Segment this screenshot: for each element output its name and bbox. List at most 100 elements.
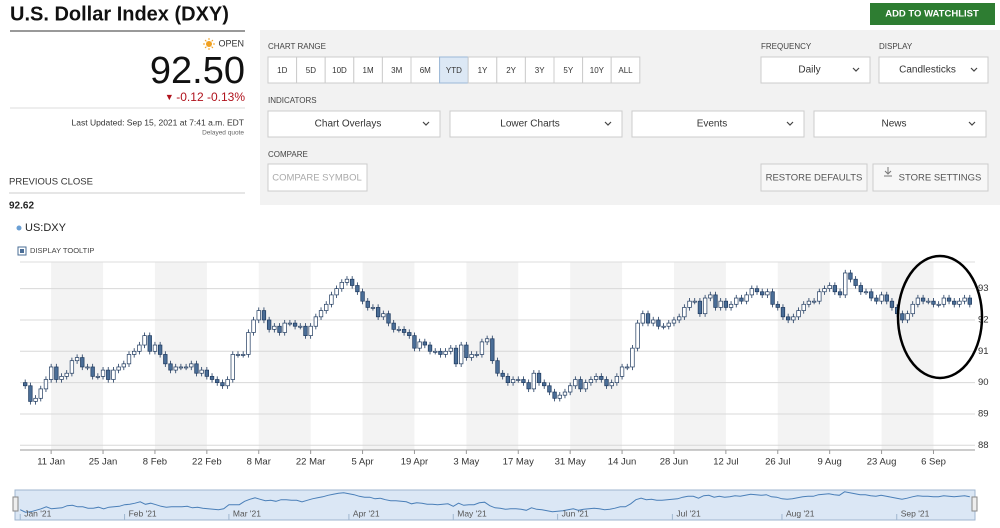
- candle-body: [344, 278, 350, 283]
- candle-body: [277, 325, 282, 333]
- navigator-label: Mar '21: [233, 508, 261, 518]
- candle-body: [889, 300, 895, 308]
- change-percent: -0.13%: [207, 90, 245, 104]
- x-tick-label: 5 Apr: [351, 457, 373, 468]
- frequency-select[interactable]: [760, 56, 871, 84]
- watchlist-button[interactable]: [870, 3, 995, 25]
- navigator[interactable]: [14, 489, 976, 521]
- range-button[interactable]: [324, 56, 355, 84]
- candle-body: [339, 282, 344, 289]
- range-button[interactable]: [467, 56, 498, 84]
- range-button[interactable]: [410, 56, 441, 84]
- restore-button[interactable]: [760, 163, 868, 192]
- band: [777, 262, 830, 450]
- navigator-handle[interactable]: [12, 496, 19, 512]
- delayed-quote: Delayed quote: [202, 130, 244, 137]
- candle-body: [241, 354, 246, 356]
- range-button[interactable]: [610, 56, 641, 84]
- candle-body: [189, 363, 194, 368]
- candle-body: [334, 288, 339, 296]
- candle-body: [479, 341, 485, 355]
- candle-body: [619, 366, 625, 377]
- candle-body: [931, 300, 936, 305]
- legend-dot: [16, 225, 22, 231]
- candle-body: [863, 291, 869, 294]
- navigator-label: Jan '21: [24, 508, 51, 518]
- candle-body: [510, 379, 516, 383]
- page-title: U.S. Dollar Index (DXY): [10, 3, 229, 25]
- candle-body: [48, 366, 54, 380]
- candle-body: [754, 288, 760, 293]
- tooltip-label: DISPLAY TOOLTIP: [30, 246, 94, 255]
- candle-body: [656, 319, 661, 327]
- candle-body: [915, 297, 921, 305]
- range-button[interactable]: [524, 56, 555, 84]
- candle-body: [547, 385, 552, 393]
- candle-body: [111, 369, 116, 380]
- range-button[interactable]: [381, 56, 412, 84]
- candle-body: [671, 319, 677, 324]
- candle-body: [64, 372, 69, 377]
- indicator-select-label: Lower Charts: [500, 119, 559, 130]
- candle-body: [801, 303, 806, 311]
- sun-icon: [203, 38, 215, 50]
- candle-body: [521, 379, 526, 383]
- change: ▼ -0.12 -0.13%: [165, 90, 245, 104]
- range-button[interactable]: [296, 56, 326, 84]
- range-label: 5Y: [563, 66, 573, 75]
- candle-body: [583, 382, 588, 390]
- range-button[interactable]: [582, 56, 612, 84]
- range-button[interactable]: [496, 56, 526, 84]
- band: [154, 262, 207, 450]
- candle-body: [905, 313, 910, 321]
- candle-body: [625, 366, 630, 369]
- navigator-label: Feb '21: [129, 508, 157, 518]
- candle-body: [438, 350, 443, 355]
- store-button[interactable]: [872, 163, 989, 192]
- indicator-select[interactable]: [631, 110, 805, 138]
- range-button[interactable]: [553, 56, 584, 84]
- range-label: 6M: [420, 66, 431, 75]
- candle-body: [80, 357, 85, 368]
- range-button[interactable]: [353, 56, 383, 84]
- watchlist-label: ADD TO WATCHLIST: [885, 9, 979, 20]
- compare-input[interactable]: [267, 163, 368, 192]
- candle-body: [308, 325, 313, 336]
- chart-range-label: CHART RANGE: [268, 42, 326, 51]
- display-select[interactable]: [878, 56, 989, 84]
- x-tick-label: 28 Jun: [660, 457, 689, 468]
- navigator-handle[interactable]: [971, 496, 978, 512]
- download-icon: [884, 167, 892, 177]
- candle-body: [417, 341, 422, 349]
- candle-body: [230, 354, 235, 380]
- candle-body: [661, 325, 666, 328]
- x-tick-label: 25 Jan: [89, 457, 118, 468]
- candle-body: [142, 335, 147, 346]
- indicator-select[interactable]: [449, 110, 623, 138]
- candle-body: [640, 313, 645, 324]
- range-label: 1Y: [478, 66, 488, 75]
- x-tick-label: 22 Feb: [192, 457, 222, 468]
- range-label: 10D: [332, 66, 347, 75]
- candle-body: [453, 347, 459, 365]
- candle-body: [573, 379, 578, 387]
- candle-body: [926, 300, 931, 303]
- candle-body: [718, 300, 723, 308]
- candle-body: [749, 288, 754, 296]
- navigator-line: [19, 491, 970, 513]
- candle-body: [298, 325, 303, 328]
- x-tick-label: 11 Jan: [37, 457, 65, 468]
- indicator-select[interactable]: [813, 110, 987, 138]
- candle-body: [884, 294, 889, 302]
- range-button[interactable]: [439, 56, 469, 84]
- indicator-select[interactable]: [267, 110, 441, 138]
- store-label: STORE SETTINGS: [899, 173, 982, 184]
- candle-body: [869, 291, 874, 299]
- candle-body: [324, 303, 329, 311]
- candle-body: [391, 322, 396, 330]
- restore-label: RESTORE DEFAULTS: [766, 173, 863, 184]
- indicators-label: INDICATORS: [268, 96, 317, 105]
- candle-body: [261, 310, 267, 321]
- candle-body: [806, 300, 812, 305]
